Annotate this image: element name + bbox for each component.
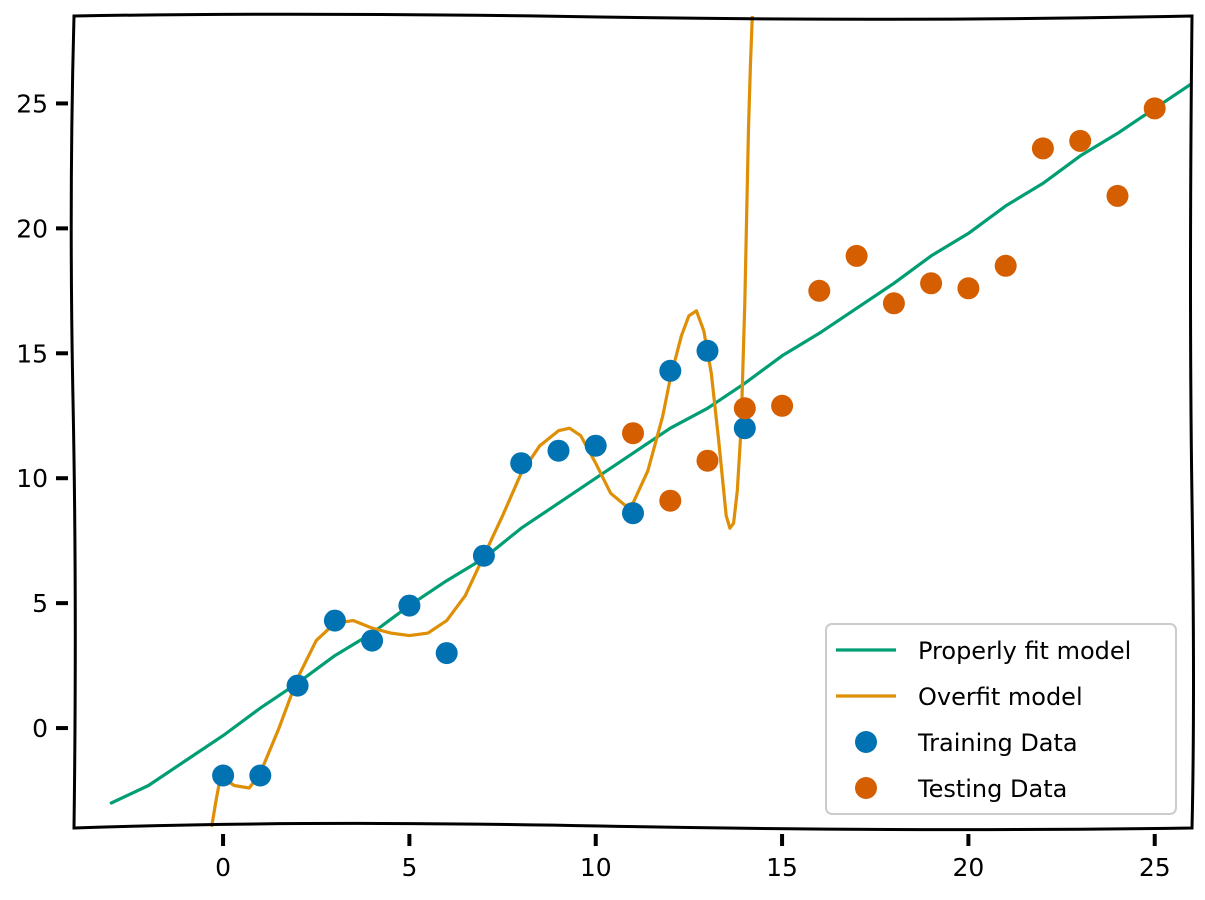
data-point-s3-12 [1069,129,1092,152]
data-point-s3-5 [808,279,831,302]
legend-swatch-3 [855,777,877,799]
data-point-s2-9 [547,439,570,462]
y-tick-label-4: 20 [16,214,48,243]
x-tick-label-3: 15 [766,853,798,882]
legend-label-1: Overfit model [918,683,1083,711]
data-point-s3-11 [1031,137,1054,160]
data-point-s2-2 [286,674,309,697]
x-tick-label-5: 25 [1139,853,1171,882]
data-point-s2-14 [733,417,756,440]
data-point-s2-1 [249,764,272,787]
x-tick-label-2: 10 [580,853,612,882]
legend-label-0: Properly fit model [918,637,1131,665]
data-point-s2-10 [584,434,607,457]
x-tick-label-0: 0 [215,853,231,882]
data-point-s3-2 [696,449,719,472]
data-point-s3-1 [659,489,682,512]
data-point-s2-6 [435,642,458,665]
legend: Properly fit model Overfit model Training … [825,623,1177,815]
data-point-s2-11 [622,502,644,525]
data-point-s3-4 [771,394,794,417]
data-point-s3-0 [622,422,644,445]
x-tick-label-4: 20 [952,853,984,882]
legend-swatch-2 [855,731,877,753]
data-point-s2-13 [696,339,719,362]
data-point-s3-7 [882,292,905,315]
ticks-layer: 0 5 10 15 20 25 0 5 10 15 20 25 [16,89,1170,882]
y-tick-label-3: 15 [16,339,48,368]
y-tick-label-5: 25 [16,89,48,118]
data-point-s3-3 [733,397,756,420]
data-point-s3-13 [1106,184,1129,207]
y-tick-label-1: 5 [32,589,48,618]
data-point-s2-12 [659,359,682,382]
legend-label-3: Testing Data [917,775,1067,803]
series-layer [109,16,1192,828]
data-point-s2-5 [398,594,421,617]
data-point-s3-10 [994,254,1017,277]
data-point-s3-9 [957,277,980,300]
axes-layer [69,12,1195,832]
data-point-s2-0 [212,764,235,787]
legend-label-2: Training Data [917,729,1078,757]
data-point-s2-7 [472,544,495,567]
data-point-s3-8 [920,272,943,295]
data-point-s2-4 [361,629,384,652]
series-line-1 [210,16,754,828]
plot-frame [69,12,1195,832]
data-point-s2-8 [510,452,533,475]
y-tick-label-2: 10 [16,464,48,493]
legend-box [825,623,1177,815]
data-point-s3-14 [1143,97,1166,120]
y-tick-label-0: 0 [32,714,48,743]
data-point-s3-6 [845,244,868,267]
x-tick-label-1: 5 [401,853,417,882]
data-point-s2-3 [323,609,346,632]
